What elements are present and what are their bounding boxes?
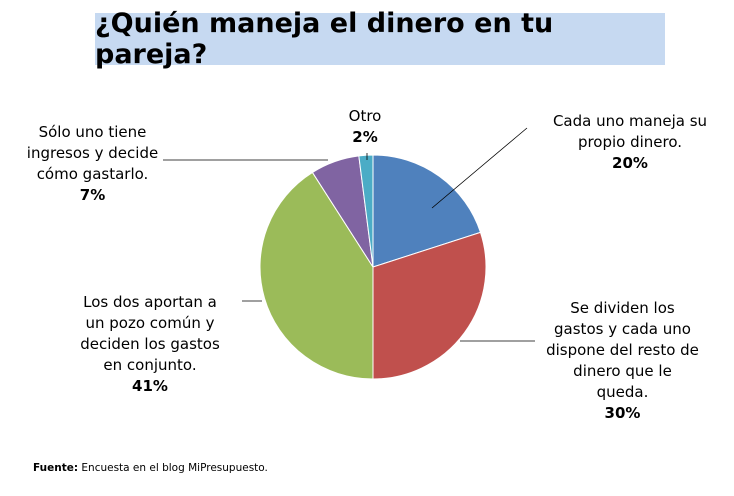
leader-line-0	[431, 127, 528, 209]
label-slice-0: Cada uno maneja su propio dinero. 20%	[520, 111, 734, 174]
label-slice-4-percent: 2%	[352, 128, 378, 146]
label-slice-3-text: Sólo uno tiene	[38, 123, 147, 141]
label-slice-2-text-4: en conjunto.	[103, 356, 197, 374]
label-slice-1-text-3: dispone del resto de	[546, 341, 699, 359]
label-slice-2-text: Los dos aportan a	[83, 293, 217, 311]
source-label: Fuente:	[33, 462, 79, 474]
label-slice-0-text: Cada uno maneja su	[552, 112, 708, 130]
chart-title: ¿Quién maneja el dinero en tu pareja?	[95, 8, 554, 70]
label-slice-4-text: Otro	[348, 107, 382, 125]
title-banner: ¿Quién maneja el dinero en tu pareja?	[95, 8, 665, 70]
pie-slice-0	[372, 154, 482, 268]
label-slice-0-percent: 20%	[612, 154, 648, 172]
label-slice-3-percent: 7%	[79, 186, 106, 204]
label-slice-1-text: Se dividen los	[570, 299, 675, 317]
label-slice-1: Se dividen los gastos y cada uno dispone…	[535, 298, 710, 424]
label-slice-3: Sólo uno tiene ingresos y decide cómo ga…	[10, 122, 175, 206]
label-slice-2-percent: 41%	[132, 377, 168, 395]
label-slice-1-text-2: gastos y cada uno	[554, 320, 691, 338]
pie-slice-2	[259, 171, 374, 380]
source-text: Encuesta en el blog MiPresupuesto.	[78, 462, 268, 474]
pie-slice-1	[372, 231, 487, 380]
label-slice-2-text-2: un pozo común y	[85, 314, 215, 332]
source-note: Fuente: Encuesta en el blog MiPresupuest…	[33, 462, 268, 474]
label-slice-1-text-5: queda.	[596, 383, 649, 401]
pie-slice-4	[358, 154, 374, 268]
label-slice-3-text-2: ingresos y decide	[26, 144, 159, 162]
label-slice-2-text-3: deciden los gastos	[80, 335, 220, 353]
label-slice-4: Otro 2%	[330, 106, 400, 148]
label-slice-3-text-3: cómo gastarlo.	[36, 165, 149, 183]
label-slice-1-percent: 30%	[604, 404, 641, 422]
label-slice-1-text-4: dinero que le	[573, 362, 672, 380]
label-slice-0-text-2: propio dinero.	[577, 133, 683, 151]
label-slice-2: Los dos aportan a un pozo común y decide…	[60, 292, 240, 397]
